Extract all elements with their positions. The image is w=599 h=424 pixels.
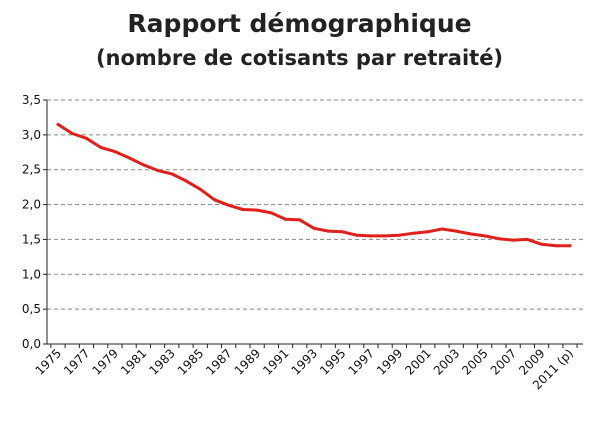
- y-tick-label: 0,5: [22, 302, 41, 316]
- data-point: [568, 244, 572, 248]
- x-tick-label: 1977: [61, 346, 92, 377]
- data-point: [227, 203, 231, 207]
- x-tick-label: 2007: [488, 346, 519, 377]
- data-point: [454, 229, 458, 233]
- data-point: [497, 237, 501, 241]
- data-point: [184, 179, 188, 183]
- x-tick-label: 1993: [289, 346, 320, 377]
- data-point: [340, 230, 344, 234]
- data-point: [483, 234, 487, 238]
- y-tick-label: 1,0: [22, 267, 41, 281]
- data-point: [156, 168, 160, 172]
- data-point: [198, 187, 202, 191]
- data-point: [525, 237, 529, 241]
- x-tick-label: 1999: [374, 346, 405, 377]
- x-tick-label: 1991: [260, 346, 291, 377]
- x-tick-label: 1981: [118, 346, 149, 377]
- data-point: [397, 233, 401, 237]
- data-point: [326, 229, 330, 233]
- data-point: [127, 156, 131, 160]
- data-point: [141, 163, 145, 167]
- data-point: [269, 211, 273, 215]
- data-point: [284, 217, 288, 221]
- y-tick-label: 2,0: [22, 198, 41, 212]
- data-point: [113, 150, 117, 154]
- data-point: [312, 226, 316, 230]
- data-point: [440, 227, 444, 231]
- y-tick-label: 2,5: [22, 163, 41, 177]
- x-tick-label: 1987: [203, 346, 234, 377]
- data-point: [84, 136, 88, 140]
- data-point: [241, 207, 245, 211]
- data-point: [255, 208, 259, 212]
- data-point: [554, 244, 558, 248]
- y-tick-label: 3,0: [22, 128, 41, 142]
- data-point: [412, 231, 416, 235]
- data-point: [369, 234, 373, 238]
- data-point: [511, 238, 515, 242]
- data-point: [355, 233, 359, 237]
- y-tick-label: 0,0: [22, 337, 41, 351]
- data-point: [540, 242, 544, 246]
- data-point: [426, 230, 430, 234]
- x-tick-label: 1989: [232, 346, 263, 377]
- x-tick-label: 2003: [431, 346, 462, 377]
- data-point: [212, 198, 216, 202]
- chart-title: Rapport démographique: [127, 9, 472, 38]
- data-point: [99, 145, 103, 149]
- data-point: [298, 218, 302, 222]
- x-tick-label: 1995: [317, 346, 348, 377]
- x-tick-label: 1985: [175, 346, 206, 377]
- x-tick-label: 2001: [402, 346, 433, 377]
- data-point: [383, 234, 387, 238]
- data-point: [170, 172, 174, 176]
- y-tick-label: 1,5: [22, 232, 41, 246]
- data-point: [70, 131, 74, 135]
- x-tick-label: 1997: [346, 346, 377, 377]
- x-tick-label: 1983: [146, 346, 177, 377]
- x-tick-label: 1979: [90, 346, 121, 377]
- chart-subtitle: (nombre de cotisants par retraité): [95, 46, 504, 70]
- data-point: [468, 232, 472, 236]
- y-tick-label: 3,5: [22, 93, 41, 107]
- data-point: [56, 122, 60, 126]
- x-tick-label: 2005: [459, 346, 490, 377]
